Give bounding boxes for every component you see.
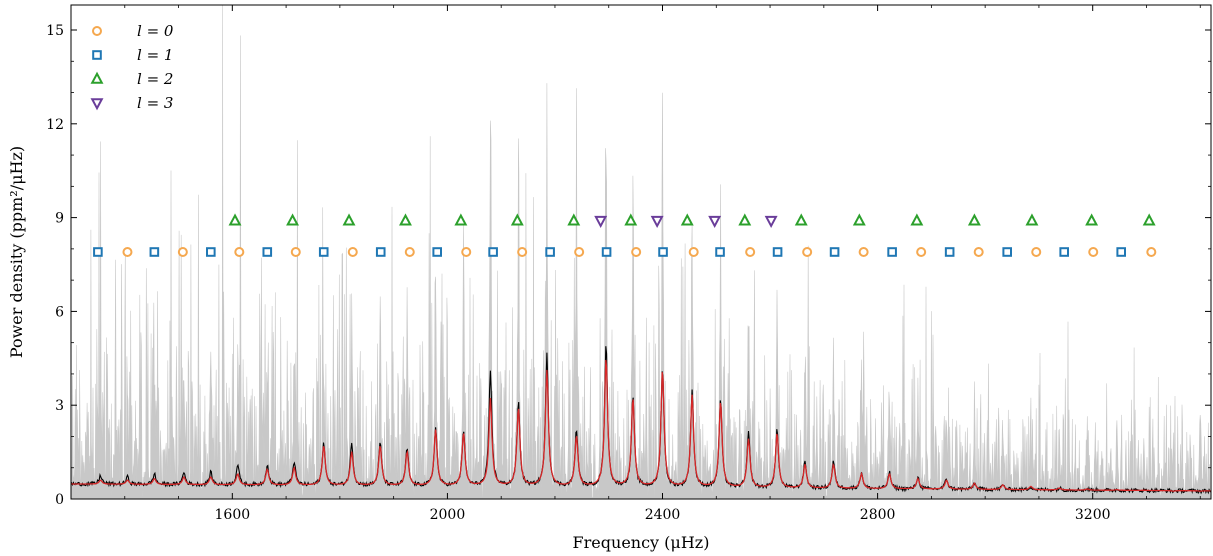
- legend-marker: [92, 50, 102, 60]
- legend-label: l = 1: [137, 46, 173, 64]
- mode-marker-l2: [1025, 213, 1039, 226]
- mode-marker-l0: [745, 247, 756, 257]
- legend-marker: [90, 71, 104, 84]
- mode-marker-l0: [404, 247, 415, 257]
- mode-marker-l0: [1088, 247, 1099, 257]
- legend-marker: [92, 26, 102, 36]
- raw-spectrum: [70, 4, 1212, 500]
- mode-marker-l1: [772, 247, 783, 257]
- y-tick-label: 12: [46, 117, 64, 133]
- mode-marker-l0: [177, 247, 188, 257]
- mode-marker-l2: [967, 213, 981, 226]
- mode-marker-l3: [708, 215, 722, 229]
- legend-label: l = 3: [137, 94, 173, 112]
- mode-marker-l2: [1085, 213, 1099, 226]
- mode-marker-l1: [887, 247, 897, 257]
- mode-marker-l0: [290, 247, 301, 257]
- mode-marker-l1: [658, 247, 668, 257]
- mode-marker-l2: [680, 213, 694, 226]
- mode-marker-l0: [574, 247, 585, 257]
- mode-marker-l1: [1059, 247, 1069, 257]
- mode-marker-l1: [318, 247, 329, 257]
- y-tick-label: 6: [55, 304, 64, 320]
- mode-marker-l2: [738, 213, 752, 226]
- axis-ticks: 1600 2000 2400 2800 3200 0 3 6 9 12 15: [46, 5, 1211, 523]
- mode-marker-l0: [122, 247, 133, 257]
- model-fit-line: [71, 359, 1211, 492]
- mode-marker-l2: [228, 213, 242, 226]
- mode-marker-l2: [454, 213, 468, 226]
- mode-marker-l0: [973, 247, 984, 257]
- x-tick-label: 2000: [430, 507, 466, 523]
- x-axis-label: Frequency (μHz): [573, 533, 710, 552]
- mode-markers-layer: [93, 213, 1157, 257]
- mode-marker-l2: [510, 213, 524, 226]
- x-tick-label: 2400: [645, 507, 681, 523]
- mode-marker-l3: [594, 215, 608, 229]
- mode-marker-l1: [829, 247, 840, 257]
- x-tick-label: 3200: [1075, 507, 1111, 523]
- mode-marker-l1: [1116, 247, 1126, 257]
- mode-marker-l3: [650, 215, 664, 229]
- mode-marker-l2: [286, 213, 300, 226]
- mode-marker-l0: [347, 247, 358, 257]
- mode-marker-l3: [764, 215, 778, 229]
- raw-spectrum-layer: [70, 4, 1212, 500]
- mode-marker-l2: [342, 213, 356, 226]
- plot-frame: [70, 4, 1212, 500]
- mode-marker-l0: [858, 247, 869, 257]
- legend-label: l = 0: [137, 22, 174, 40]
- mode-marker-l1: [375, 247, 386, 257]
- mode-marker-l2: [624, 213, 638, 226]
- mode-marker-l1: [944, 247, 955, 257]
- mode-marker-l0: [234, 247, 245, 257]
- mode-marker-l2: [1142, 213, 1156, 226]
- mode-marker-l2: [910, 213, 924, 226]
- legend-marker: [90, 98, 104, 111]
- mode-marker-l1: [432, 247, 442, 257]
- mode-marker-l0: [461, 247, 472, 257]
- x-tick-label: 1600: [215, 507, 251, 523]
- legend: l = 0 l = 1 l = 2 l = 3: [90, 22, 174, 112]
- mode-marker-l1: [1002, 247, 1012, 257]
- mode-marker-l1: [601, 247, 612, 257]
- mode-marker-l0: [688, 247, 699, 257]
- x-tick-label: 2800: [860, 507, 896, 523]
- y-tick-label: 3: [55, 398, 64, 414]
- mode-marker-l1: [488, 247, 498, 257]
- mode-marker-l2: [852, 213, 866, 226]
- legend-label: l = 2: [137, 70, 173, 88]
- y-tick-label: 0: [55, 492, 64, 508]
- mode-marker-l1: [262, 247, 273, 257]
- mode-marker-l0: [916, 247, 927, 257]
- y-tick-label: 9: [55, 211, 64, 227]
- y-axis-label: Power density (ppm²/μHz): [7, 146, 26, 358]
- y-tick-label: 15: [46, 23, 64, 39]
- mode-marker-l2: [794, 213, 808, 226]
- mode-marker-l0: [517, 247, 528, 257]
- mode-marker-l1: [715, 247, 725, 257]
- mode-marker-l0: [802, 247, 813, 257]
- mode-marker-l0: [631, 247, 642, 257]
- mode-marker-l2: [399, 213, 412, 226]
- mode-marker-l1: [206, 247, 216, 257]
- mode-marker-l1: [93, 247, 103, 257]
- mode-marker-l1: [149, 247, 160, 257]
- mode-marker-l1: [545, 247, 555, 257]
- model-fit-layer: [71, 359, 1211, 492]
- mode-marker-l0: [1146, 247, 1157, 257]
- mode-marker-l2: [567, 213, 581, 226]
- mode-marker-l0: [1031, 247, 1042, 257]
